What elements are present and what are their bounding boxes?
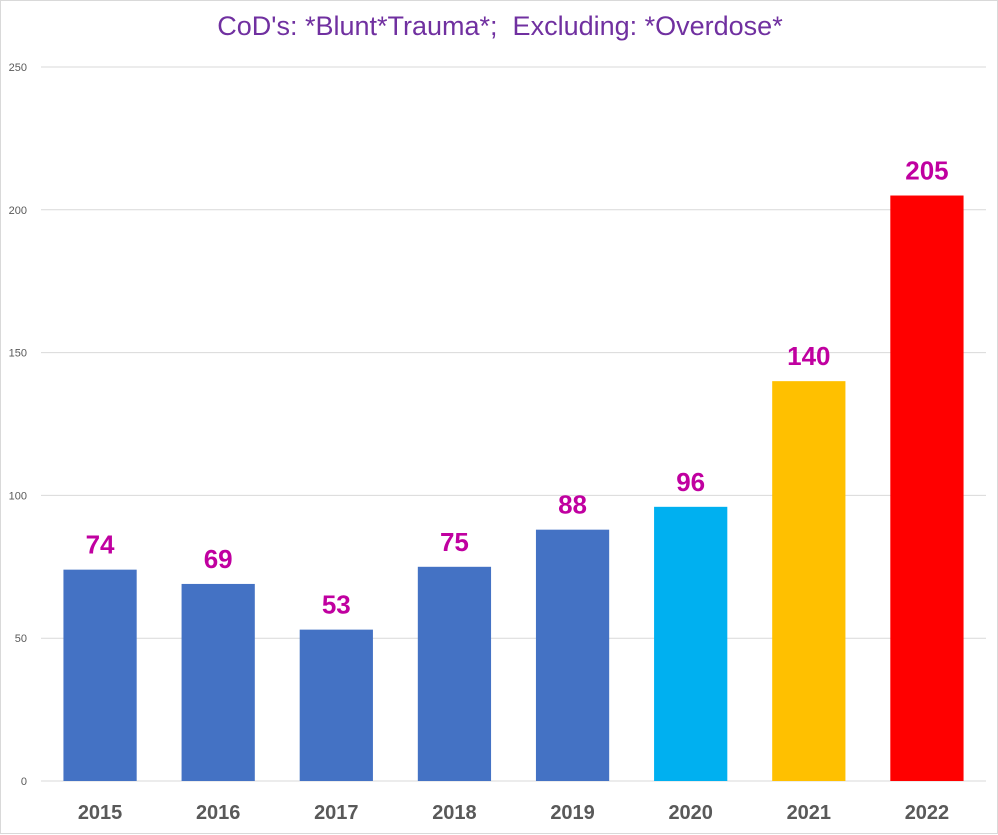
bar-2022 [890,195,964,781]
x-tick-label-2020: 2020 [668,802,713,824]
bar-2015 [63,569,137,781]
data-label-2018: 75 [440,527,469,557]
data-label-2015: 74 [86,530,115,560]
x-tick-label-2018: 2018 [432,802,477,824]
data-label-2017: 53 [322,590,351,620]
data-label-2020: 96 [676,467,705,497]
x-tick-label-2022: 2022 [905,802,950,824]
y-tick-label-50: 50 [15,633,27,645]
x-tick-label-2021: 2021 [787,802,832,824]
y-tick-label-100: 100 [9,490,27,502]
y-tick-label-200: 200 [9,205,27,217]
x-tick-label-2017: 2017 [314,802,359,824]
bar-2018 [417,566,492,781]
y-tick-label-0: 0 [21,776,27,788]
data-label-2019: 88 [558,490,587,520]
bar-2021 [772,381,846,781]
y-tick-label-250: 250 [9,62,27,74]
data-label-2022: 205 [905,156,948,186]
bar-2017 [299,629,373,781]
data-label-2021: 140 [787,341,830,371]
x-tick-label-2016: 2016 [196,802,241,824]
y-tick-label-150: 150 [9,348,27,360]
chart-title: CoD's: *Blunt*Trauma*; Excluding: *Overd… [217,11,783,41]
bar-2016 [181,583,255,781]
bar-2019 [535,529,610,781]
data-label-2016: 69 [204,544,233,574]
bar-2020 [654,506,728,781]
x-tick-label-2015: 2015 [78,802,123,824]
x-tick-label-2019: 2019 [550,802,595,824]
